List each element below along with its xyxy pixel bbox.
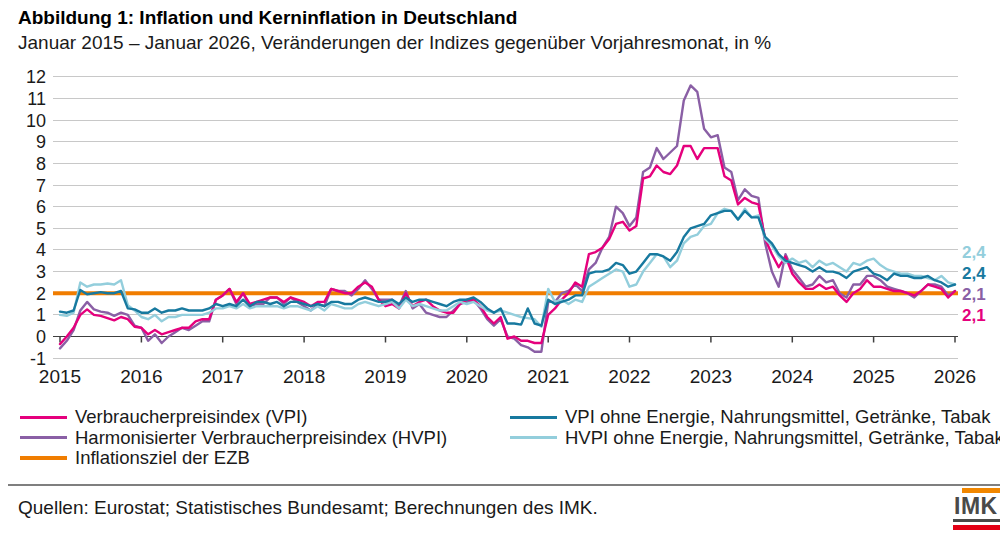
legend-item-ezb-target: Inflationsziel der EZB: [20, 448, 447, 469]
legend-item-vpi-core: VPI ohne Energie, Nahrungsmittel, Geträn…: [510, 407, 1000, 428]
legend-item-hvpi: Harmonisierter Verbraucherpreisindex (HV…: [20, 428, 447, 449]
y-axis-tick-label: 4: [36, 240, 46, 260]
legend-swatch-hvpi: [20, 436, 67, 439]
end-label-vpi: 2,1: [962, 306, 986, 325]
legend-label-hvpi: Harmonisierter Verbraucherpreisindex (HV…: [75, 427, 447, 449]
legend-column-left: Verbraucherpreisindex (VPI) Harmonisiert…: [20, 407, 447, 469]
legend-item-vpi: Verbraucherpreisindex (VPI): [20, 407, 447, 428]
y-axis-tick-label: 12: [26, 67, 46, 87]
x-axis-tick-label: 2024: [771, 366, 814, 387]
x-axis-tick-label: 2022: [608, 366, 650, 387]
x-axis-tick-label: 2015: [39, 366, 81, 387]
x-axis-tick-label: 2019: [364, 366, 406, 387]
y-axis-tick-label: 10: [26, 111, 46, 131]
figure-page: Abbildung 1: Inflation und Kerninflation…: [0, 0, 1000, 535]
source-text: Quellen: Eurostat; Statistisches Bundesa…: [18, 497, 598, 519]
x-axis-tick-label: 2016: [120, 366, 162, 387]
legend-column-right: VPI ohne Energie, Nahrungsmittel, Geträn…: [510, 407, 1000, 448]
y-axis-tick-label: 2: [36, 284, 46, 304]
y-axis-tick-label: 1: [36, 305, 46, 325]
legend-label-vpi-core: VPI ohne Energie, Nahrungsmittel, Geträn…: [565, 406, 990, 428]
legend-swatch-ezb-target: [20, 456, 67, 460]
x-axis-tick-label: 2020: [446, 366, 488, 387]
end-label-vpi_core: 2,4: [962, 264, 986, 283]
y-axis-tick-label: 11: [27, 89, 46, 109]
legend-label-ezb-target: Inflationsziel der EZB: [75, 447, 250, 469]
x-axis-tick-label: 2023: [690, 366, 732, 387]
y-axis-tick-label: 9: [36, 132, 46, 152]
x-axis-tick-label: 2026: [934, 366, 976, 387]
y-axis-tick-label: 7: [36, 176, 46, 196]
inflation-chart: -101234567891011122015201620172018201920…: [0, 0, 1000, 400]
y-axis-tick-label: 6: [36, 197, 46, 217]
legend-swatch-hvpi-core: [510, 436, 557, 439]
y-axis-tick-label: 5: [36, 219, 46, 239]
x-axis-tick-label: 2021: [527, 366, 569, 387]
legend-swatch-vpi-core: [510, 416, 557, 419]
y-axis-tick-label: 0: [36, 327, 46, 347]
imk-logo-bottom-bar: [953, 525, 1000, 530]
end-label-hvpi: 2,1: [962, 285, 986, 304]
legend-swatch-vpi: [20, 416, 67, 419]
legend-label-hvpi-core: HVPI ohne Energie, Nahrungsmittel, Geträ…: [565, 427, 1000, 449]
legend-item-hvpi-core: HVPI ohne Energie, Nahrungsmittel, Geträ…: [510, 428, 1000, 449]
x-axis-tick-label: 2025: [852, 366, 894, 387]
footer-divider: [8, 484, 1000, 486]
legend-label-vpi: Verbraucherpreisindex (VPI): [75, 406, 307, 428]
x-axis-tick-label: 2018: [283, 366, 325, 387]
x-axis-tick-label: 2017: [202, 366, 244, 387]
imk-logo: IMK: [953, 488, 1000, 530]
end-label-hvpi_core: 2,4: [962, 243, 986, 262]
y-axis-tick-label: 3: [36, 262, 46, 282]
imk-logo-text: IMK: [953, 493, 1000, 522]
y-axis-tick-label: 8: [36, 154, 46, 174]
